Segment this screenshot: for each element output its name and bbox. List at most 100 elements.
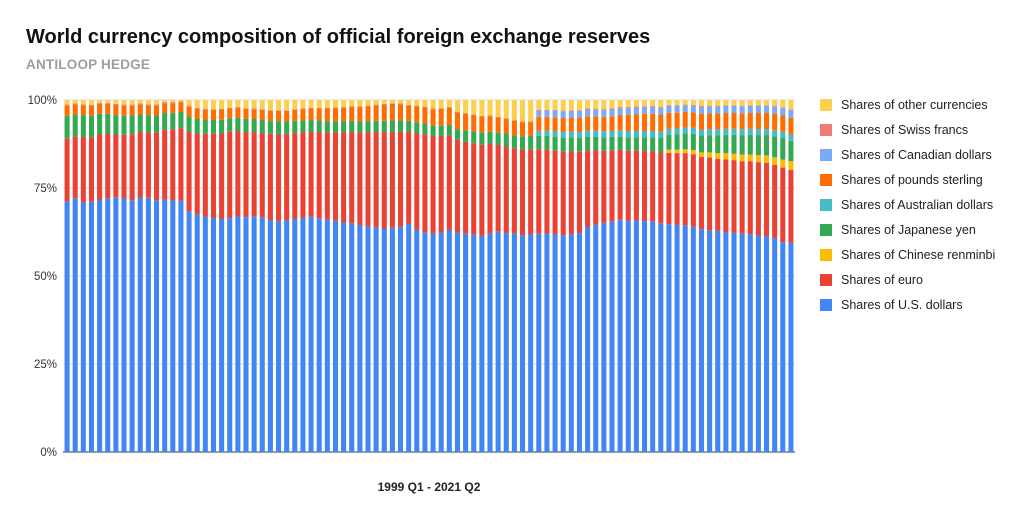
bar-segment — [568, 110, 574, 111]
bar-segment — [609, 221, 615, 452]
bar-segment — [72, 114, 78, 137]
bar-segment — [495, 231, 501, 452]
bar-segment — [698, 157, 704, 230]
bar-segment — [772, 105, 778, 107]
bar-segment — [690, 133, 696, 150]
bar-segment — [292, 133, 298, 219]
bar-segment — [772, 106, 778, 114]
bar-segment — [633, 114, 639, 131]
bar-segment — [723, 153, 729, 160]
bar-segment — [284, 100, 290, 111]
bar-segment — [544, 110, 550, 117]
bar-segment — [707, 135, 713, 153]
bar-segment — [267, 133, 273, 221]
bar-segment — [194, 133, 200, 215]
bar-segment — [633, 100, 639, 107]
bar-segment — [316, 100, 322, 108]
bar-segment — [398, 226, 404, 452]
bar-segment — [406, 100, 412, 105]
bar-segment — [300, 100, 306, 109]
bar-segment — [487, 100, 493, 116]
bar-segment — [536, 130, 542, 136]
bar-segment — [755, 155, 761, 163]
bar-segment — [398, 131, 404, 227]
bar-segment — [357, 106, 363, 108]
bar-segment — [698, 105, 704, 107]
bar-segment — [560, 110, 566, 112]
bar-segment — [617, 114, 623, 131]
bar-segment — [650, 221, 656, 452]
bar-segment — [780, 108, 786, 116]
y-tick-label: 75% — [34, 183, 57, 195]
bar-segment — [64, 100, 70, 105]
bar-segment — [560, 151, 566, 236]
bar-segment — [666, 149, 672, 153]
bar-segment — [414, 133, 420, 230]
bar-segment — [80, 105, 86, 116]
bar-segment — [747, 100, 753, 106]
bar-segment — [593, 136, 599, 151]
bar-segment — [674, 112, 680, 129]
bar-segment — [446, 100, 452, 108]
bar-segment — [764, 129, 770, 136]
bar-segment — [349, 106, 355, 108]
bar-segment — [349, 107, 355, 121]
bar-segment — [463, 130, 469, 142]
bar-segment — [178, 102, 184, 112]
bar-segment — [300, 217, 306, 452]
bar-segment — [259, 217, 265, 452]
bar-segment — [511, 100, 517, 121]
bar-segment — [284, 220, 290, 452]
legend-label: Shares of Swiss francs — [841, 122, 969, 137]
bar-segment — [788, 117, 794, 135]
bar-segment — [747, 154, 753, 162]
bar-segment — [381, 120, 387, 133]
bar-segment — [544, 149, 550, 234]
bar-segment — [324, 121, 330, 133]
bar-segment — [430, 233, 436, 452]
bar-segment — [698, 100, 704, 106]
bar-segment — [97, 103, 103, 114]
bar-segment — [747, 113, 753, 129]
bar-segment — [633, 130, 639, 138]
bar-segment — [357, 132, 363, 225]
bar-segment — [235, 107, 241, 118]
bar-segment — [259, 109, 265, 110]
bar-segment — [438, 108, 444, 109]
bar-segment — [72, 198, 78, 452]
bar-segment — [219, 218, 225, 452]
y-tick-label: 100% — [28, 95, 57, 107]
bar-segment — [593, 130, 599, 137]
bar-segment — [121, 100, 127, 105]
bar-segment — [373, 120, 379, 133]
bar-segment — [145, 197, 151, 452]
bar-segment — [105, 133, 111, 199]
bar-segment — [276, 221, 282, 452]
bar-segment — [381, 100, 387, 104]
bar-segment — [747, 128, 753, 135]
bar-segment — [625, 100, 631, 108]
bar-segment — [788, 100, 794, 110]
bar-segment — [251, 108, 257, 110]
bar-segment — [97, 102, 103, 104]
bar-segment — [251, 132, 257, 217]
bar-segment — [625, 130, 631, 138]
bar-segment — [650, 130, 656, 138]
bar-segment — [105, 198, 111, 452]
bar-segment — [698, 152, 704, 158]
legend-swatch — [820, 248, 832, 261]
bar-segment — [780, 107, 786, 109]
bar-segment — [780, 115, 786, 132]
bar-segment — [438, 232, 444, 452]
bar-segment — [154, 105, 160, 116]
bar-segment — [568, 117, 574, 132]
bar-segment — [723, 105, 729, 114]
bar-segment — [585, 116, 591, 131]
bar-segment — [650, 105, 656, 107]
bar-segment — [544, 135, 550, 150]
bar-segment — [194, 107, 200, 109]
bar-segment — [731, 113, 737, 129]
bar-segment — [454, 112, 460, 130]
bar-segment — [121, 104, 127, 106]
bar-segment — [422, 106, 428, 108]
